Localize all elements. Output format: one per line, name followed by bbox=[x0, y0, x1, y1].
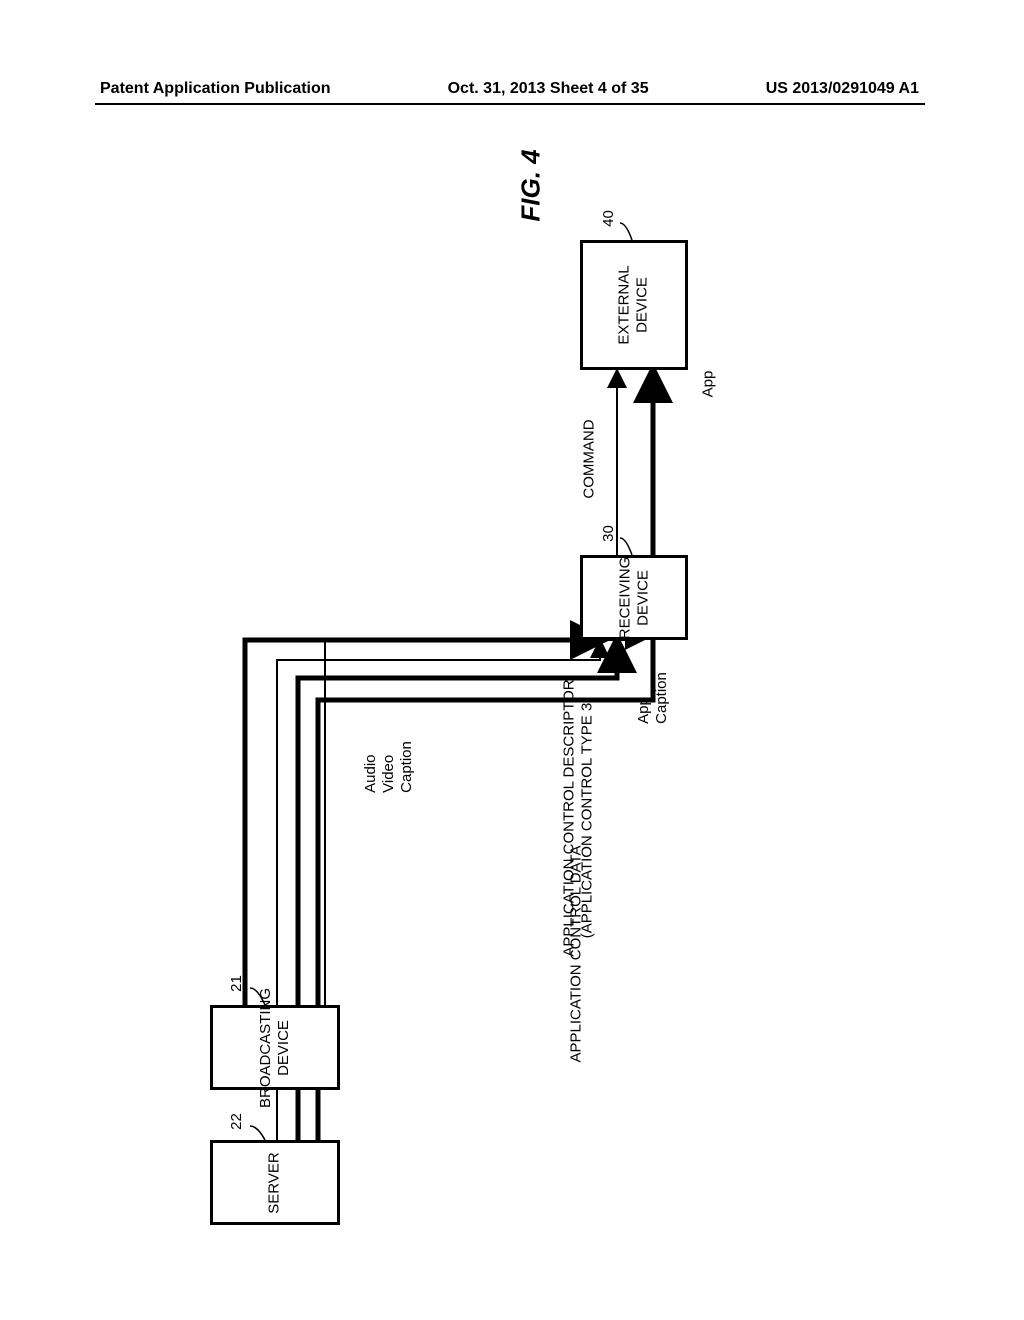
reference-leads bbox=[100, 140, 920, 1240]
header-rule bbox=[95, 103, 925, 105]
diagram: FIG. 4 BROADCASTINGDEVICE SERVER RECEIVI… bbox=[100, 140, 920, 1190]
header-center: Oct. 31, 2013 Sheet 4 of 35 bbox=[448, 80, 649, 98]
page-header: Patent Application Publication Oct. 31, … bbox=[0, 80, 1024, 98]
header-left: Patent Application Publication bbox=[100, 80, 331, 98]
header-right: US 2013/0291049 A1 bbox=[766, 80, 919, 98]
